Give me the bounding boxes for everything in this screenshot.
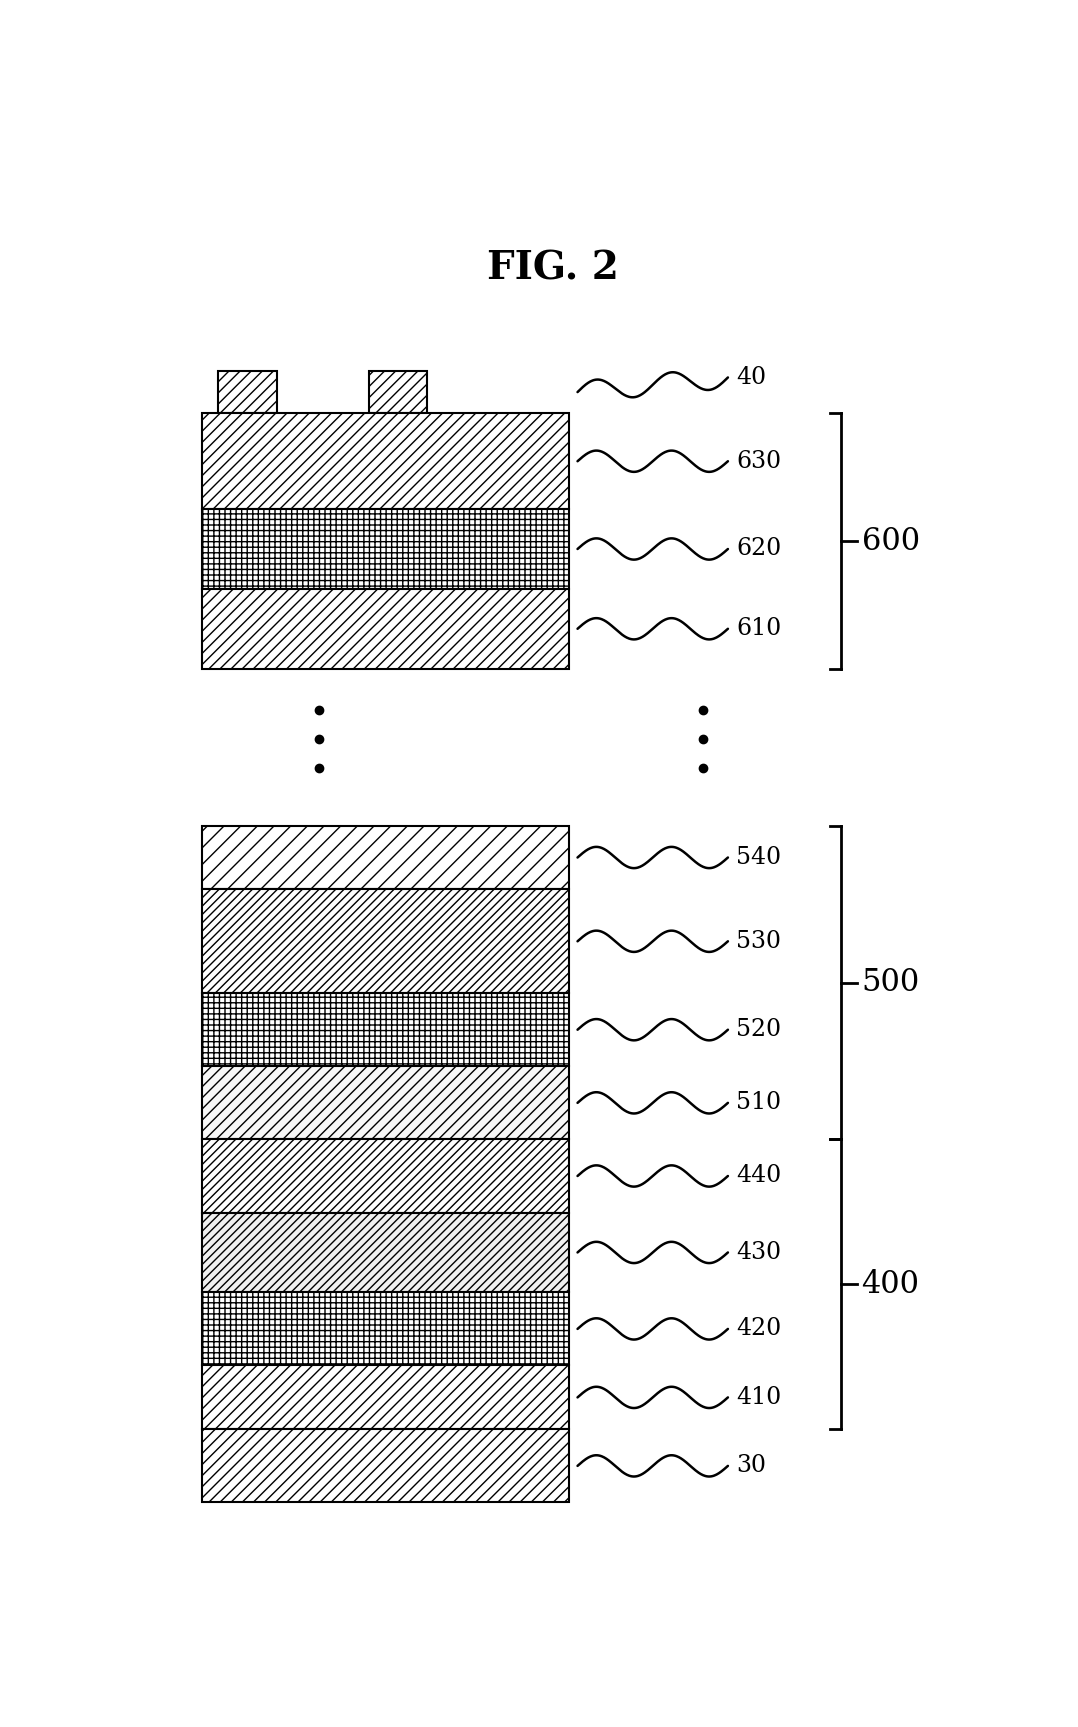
Text: 440: 440 xyxy=(736,1164,782,1188)
Text: 630: 630 xyxy=(736,449,782,473)
Bar xyxy=(202,889,569,993)
Bar xyxy=(202,826,569,889)
Bar xyxy=(369,371,427,413)
Text: 600: 600 xyxy=(861,525,920,556)
Bar xyxy=(202,1292,569,1366)
Text: 500: 500 xyxy=(861,967,920,998)
Bar xyxy=(202,509,569,589)
Text: 400: 400 xyxy=(861,1269,920,1300)
Bar xyxy=(218,371,277,413)
Text: FIG. 2: FIG. 2 xyxy=(486,250,619,288)
Text: 610: 610 xyxy=(736,617,782,641)
Bar xyxy=(202,993,569,1066)
Text: 40: 40 xyxy=(736,366,766,389)
Bar xyxy=(202,413,569,509)
Bar xyxy=(202,589,569,668)
Text: 510: 510 xyxy=(736,1091,782,1114)
Bar xyxy=(202,1066,569,1140)
Bar xyxy=(202,1212,569,1292)
Text: 520: 520 xyxy=(736,1019,782,1041)
Text: 620: 620 xyxy=(736,537,782,561)
Text: 530: 530 xyxy=(736,929,782,953)
Bar xyxy=(202,1366,569,1430)
Bar xyxy=(202,1140,569,1212)
Text: 540: 540 xyxy=(736,846,782,869)
Bar xyxy=(202,1430,569,1502)
Text: 410: 410 xyxy=(736,1385,782,1409)
Text: 420: 420 xyxy=(736,1318,782,1340)
Text: 30: 30 xyxy=(736,1454,766,1477)
Text: 430: 430 xyxy=(736,1242,782,1264)
